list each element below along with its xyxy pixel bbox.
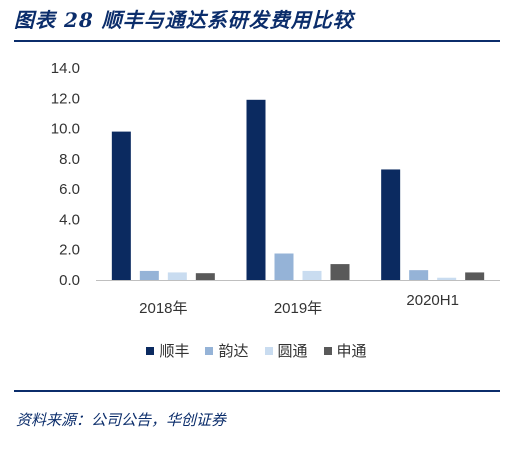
- legend-label: 圆通: [277, 343, 308, 360]
- y-tick-label: 6.0: [59, 181, 80, 198]
- bar: [195, 273, 215, 280]
- bar: [437, 277, 457, 280]
- legend-swatch: [146, 346, 155, 355]
- x-axis: 2018年 2019年 2020H1: [139, 292, 459, 317]
- y-tick-label: 0.0: [59, 272, 80, 289]
- title-divider: [14, 40, 500, 42]
- bars: [111, 99, 485, 280]
- legend: 顺丰 韵达 圆通 申通: [0, 340, 513, 361]
- y-tick-label: 12.0: [51, 90, 80, 107]
- y-tick-label: 8.0: [59, 151, 80, 168]
- bar: [167, 272, 187, 280]
- x-tick-label: 2018年: [139, 300, 187, 317]
- legend-item: 申通: [323, 340, 367, 361]
- bar: [381, 169, 401, 280]
- legend-swatch: [323, 346, 332, 355]
- bar: [409, 270, 429, 280]
- source-divider: [14, 390, 500, 392]
- y-tick-label: 2.0: [59, 242, 80, 259]
- bar: [330, 264, 350, 280]
- bar: [302, 270, 322, 280]
- figure-title: 图表 28 顺丰与通达系研发费用比较: [14, 8, 354, 32]
- legend-label: 韵达: [218, 343, 249, 360]
- legend-label: 申通: [336, 343, 367, 360]
- legend-swatch: [264, 346, 273, 355]
- bar: [139, 270, 159, 280]
- legend-label: 顺丰: [159, 343, 190, 360]
- bar: [246, 99, 266, 280]
- y-tick-label: 10.0: [51, 121, 80, 138]
- bar-chart: 0.02.04.06.08.010.012.014.0 2018年 2019年 20…: [51, 60, 500, 317]
- y-tick-label: 14.0: [51, 60, 80, 77]
- legend-item: 顺丰: [146, 340, 189, 361]
- source-note: 资料来源：公司公告，华创证券: [16, 411, 227, 429]
- legend-item: 圆通: [264, 340, 308, 361]
- bar: [465, 272, 485, 280]
- x-tick-label: 2020H1: [406, 292, 459, 309]
- bar: [111, 131, 131, 280]
- legend-swatch: [205, 346, 214, 355]
- y-axis: 0.0 2.0 4.0 6.0 8.0 10.0 12.0 14.0: [51, 60, 80, 289]
- y-tick-label: 4.0: [59, 211, 80, 228]
- x-tick-label: 2019年: [274, 300, 322, 317]
- bar: [274, 253, 294, 280]
- legend-item: 韵达: [205, 340, 249, 361]
